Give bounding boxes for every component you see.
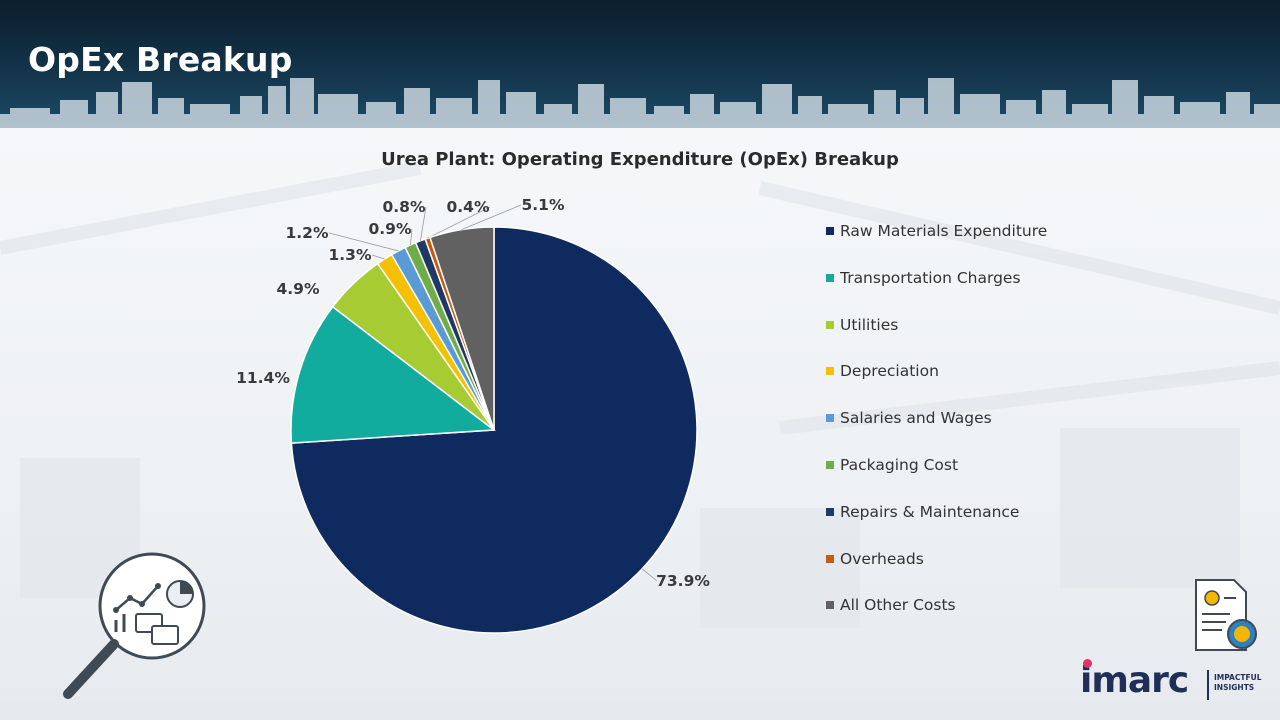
legend-item-1: Raw Materials Expenditure: [826, 221, 1086, 241]
leader-line-1: [641, 568, 658, 582]
logo-dot: [1083, 659, 1092, 668]
legend-label: Salaries and Wages: [840, 409, 992, 428]
data-label-5: 1.2%: [286, 224, 329, 242]
legend-label: Transportation Charges: [840, 268, 1021, 287]
legend-item-4: Depreciation: [826, 361, 1086, 381]
page-title: OpEx Breakup: [28, 40, 293, 79]
leader-line-7: [419, 206, 427, 241]
data-label-1: 73.9%: [656, 572, 710, 590]
data-label-6: 0.9%: [369, 220, 412, 238]
legend-swatch: [826, 414, 834, 423]
leader-line-4: [371, 254, 385, 260]
header-banner: OpEx Breakup: [0, 0, 1280, 128]
legend-swatch: [826, 227, 834, 235]
logo-wordmark: imarc: [1080, 660, 1189, 701]
chart-title: Urea Plant: Operating Expenditure (OpEx)…: [381, 149, 899, 170]
legend-label: Repairs & Maintenance: [840, 502, 1020, 521]
legend-swatch: [826, 367, 834, 376]
logo-tagline: IMPACTFUL INSIGHTS: [1214, 673, 1274, 693]
legend-label: Packaging Cost: [840, 456, 959, 474]
analytics-magnifier-icon: [63, 552, 206, 699]
legend-swatch: [826, 320, 834, 329]
data-label-7: 0.8%: [383, 198, 426, 216]
legend-swatch: [826, 461, 834, 469]
legend-label: Raw Materials Expenditure: [840, 222, 1048, 240]
data-label-2: 11.4%: [236, 369, 290, 387]
data-label-8: 0.4%: [447, 198, 490, 216]
leader-line-9: [461, 204, 522, 230]
pie-slice-2: [290, 305, 497, 444]
legend-item-3: Utilities: [826, 315, 1086, 335]
legend-item-5: Salaries and Wages: [826, 408, 1086, 428]
legend-item-7: Repairs & Maintenance: [826, 502, 1086, 522]
leader-line-5: [328, 232, 399, 252]
data-label-3: 4.9%: [277, 280, 320, 298]
legend-swatch: [826, 601, 834, 610]
legend-label: Depreciation: [840, 362, 939, 381]
legend-swatch: [826, 554, 834, 563]
leader-line-8: [427, 206, 491, 239]
legend-swatch: [826, 273, 834, 282]
factory-background-decoration: [0, 161, 1280, 628]
legend-item-6: Packaging Cost: [826, 455, 1086, 475]
legend-swatch: [826, 507, 834, 516]
data-label-9: 5.1%: [522, 196, 565, 214]
legend-item-8: Overheads: [826, 549, 1086, 569]
chart-panel: Urea Plant: Operating Expenditure (OpEx)…: [0, 128, 1280, 720]
legend-label: All Other Costs: [840, 596, 956, 615]
imarc-logo: imarc IMPACTFUL INSIGHTS: [1080, 658, 1270, 708]
leader-line-6: [409, 228, 413, 246]
legend-item-9: All Other Costs: [826, 595, 1086, 615]
legend-item-2: Transportation Charges: [826, 268, 1086, 288]
logo-tagline-line1: IMPACTFUL: [1214, 673, 1262, 682]
cost-document-icon: [1195, 579, 1257, 651]
logo-tagline-line2: INSIGHTS: [1214, 683, 1255, 692]
logo-divider: [1207, 670, 1209, 700]
pie-chart: 73.9% 11.4% 4.9% 1.3%1.2% 0.9% 0.8% 0.4% 5.1%: [236, 196, 710, 634]
data-label-4: 1.3%: [329, 246, 372, 264]
city-skyline-decoration: [0, 78, 1280, 128]
legend-label: Utilities: [840, 315, 899, 334]
legend-label: Overheads: [840, 549, 924, 568]
